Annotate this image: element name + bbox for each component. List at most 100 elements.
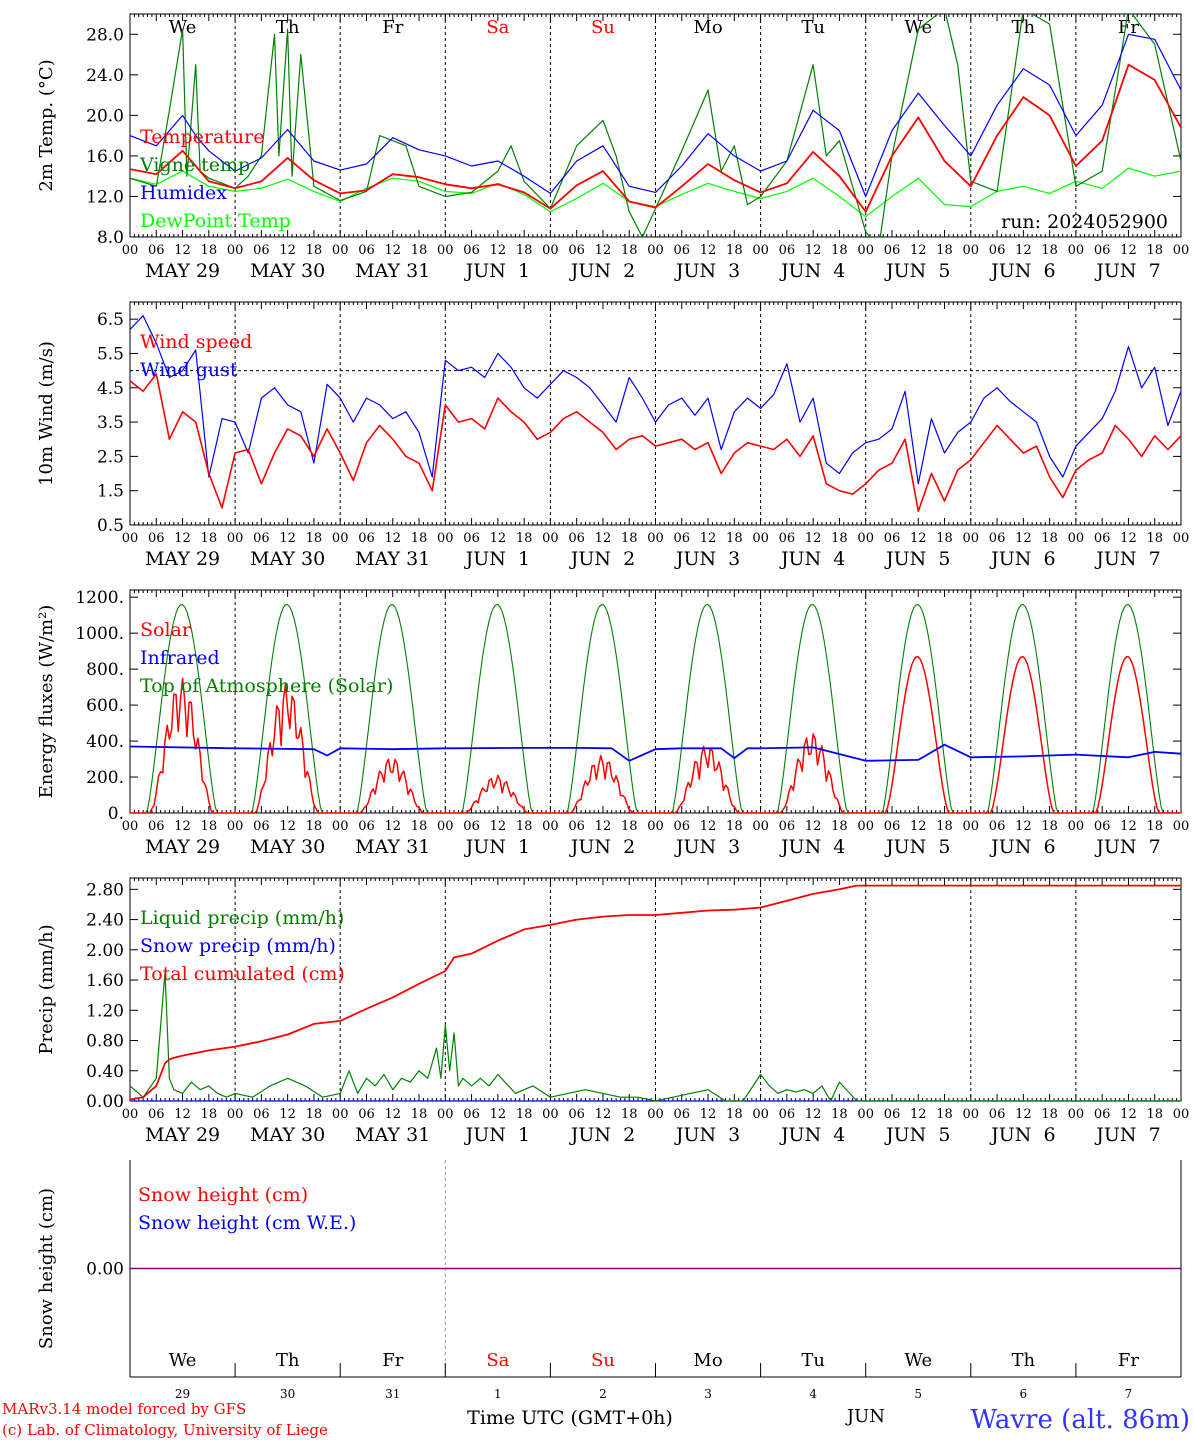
hour-tick-label: 18 bbox=[201, 819, 218, 834]
hour-tick-label: 06 bbox=[884, 1107, 901, 1122]
station-name: Wavre (alt. 86m) bbox=[970, 1405, 1190, 1435]
date-label: JUN 3 bbox=[674, 260, 740, 282]
y-tick-label: 800. bbox=[86, 660, 124, 680]
weekday-label: Sa bbox=[486, 1350, 509, 1371]
hour-tick-label: 18 bbox=[936, 1107, 953, 1122]
hour-tick-label: 12 bbox=[595, 243, 612, 258]
hour-tick-label: 12 bbox=[279, 1107, 296, 1122]
hour-tick-label: 06 bbox=[779, 243, 796, 258]
time-axis-label: Time UTC (GMT+0h) bbox=[467, 1407, 673, 1429]
hour-tick-label: 06 bbox=[1094, 1107, 1111, 1122]
hour-tick-label: 06 bbox=[358, 819, 375, 834]
hour-tick-label: 12 bbox=[1015, 819, 1032, 834]
hour-tick-label: 18 bbox=[936, 819, 953, 834]
hour-tick-label: 06 bbox=[674, 1107, 691, 1122]
date-label: JUN 7 bbox=[1094, 548, 1160, 570]
series-line bbox=[130, 63, 1181, 213]
hour-tick-label: 12 bbox=[595, 819, 612, 834]
hour-tick-label: 12 bbox=[700, 1107, 717, 1122]
y-tick-label: 3.5 bbox=[97, 413, 124, 433]
y-tick-label: 2.80 bbox=[86, 880, 124, 900]
model-credit: MARv3.14 model forced by GFS bbox=[2, 1400, 246, 1418]
legend-entry: DewPoint Temp bbox=[140, 210, 291, 232]
date-label: JUN 5 bbox=[884, 260, 950, 282]
legend-entry: Liquid precip (mm/h) bbox=[140, 907, 344, 929]
legend-entry: Solar bbox=[140, 619, 192, 641]
hour-tick-label: 18 bbox=[831, 1107, 848, 1122]
y-tick-label: 12.0 bbox=[86, 187, 124, 207]
hour-tick-label: 00 bbox=[1173, 819, 1190, 834]
date-label: JUN 4 bbox=[779, 836, 845, 858]
weekday-label: Su bbox=[591, 17, 615, 38]
date-label: JUN 7 bbox=[1094, 260, 1160, 282]
hour-tick-label: 12 bbox=[700, 819, 717, 834]
hour-tick-label: 12 bbox=[805, 819, 822, 834]
y-tick-label: 1000. bbox=[75, 624, 124, 644]
hour-tick-label: 12 bbox=[1015, 243, 1032, 258]
hour-tick-label: 00 bbox=[963, 531, 980, 546]
hour-tick-label: 00 bbox=[227, 243, 244, 258]
hour-tick-label: 00 bbox=[542, 1107, 559, 1122]
hour-tick-label: 06 bbox=[148, 1107, 165, 1122]
day-number: 31 bbox=[385, 1387, 400, 1401]
hour-tick-label: 12 bbox=[595, 531, 612, 546]
date-label: MAY 29 bbox=[145, 1124, 220, 1146]
date-label: JUN 5 bbox=[884, 836, 950, 858]
panel-1-series bbox=[130, 14, 1181, 237]
hour-tick-label: 18 bbox=[936, 243, 953, 258]
date-label: JUN 2 bbox=[569, 260, 635, 282]
hour-tick-label: 06 bbox=[358, 531, 375, 546]
hour-tick-label: 06 bbox=[989, 243, 1006, 258]
hour-tick-label: 06 bbox=[463, 819, 480, 834]
hour-tick-label: 00 bbox=[647, 819, 664, 834]
hour-tick-label: 00 bbox=[963, 243, 980, 258]
hour-tick-label: 18 bbox=[411, 819, 428, 834]
hour-tick-label: 18 bbox=[726, 1107, 743, 1122]
hour-tick-label: 12 bbox=[1015, 531, 1032, 546]
hour-tick-label: 00 bbox=[857, 531, 874, 546]
y-tick-label: 1.60 bbox=[86, 971, 124, 991]
hour-tick-label: 12 bbox=[805, 243, 822, 258]
weekday-label: Mo bbox=[693, 17, 722, 38]
hour-tick-label: 06 bbox=[884, 819, 901, 834]
legend-entry: Total cumulated (cm) bbox=[140, 963, 345, 985]
hour-tick-label: 06 bbox=[674, 819, 691, 834]
y-tick-label: 2.5 bbox=[97, 447, 124, 467]
hour-tick-label: 00 bbox=[227, 1107, 244, 1122]
day-number: 29 bbox=[175, 1387, 190, 1401]
weekday-label: We bbox=[169, 1350, 197, 1371]
hour-tick-label: 12 bbox=[279, 531, 296, 546]
date-label: JUN 1 bbox=[464, 836, 530, 858]
hour-tick-label: 18 bbox=[1146, 531, 1163, 546]
weekday-label: Fr bbox=[382, 1350, 403, 1371]
y-tick-label: 5.5 bbox=[97, 344, 124, 364]
legend-entry: Snow height (cm) bbox=[138, 1184, 308, 1206]
y-tick-label: 600. bbox=[86, 696, 124, 716]
y-tick-label: 28.0 bbox=[86, 25, 124, 45]
hour-tick-label: 12 bbox=[1120, 819, 1137, 834]
hour-tick-label: 18 bbox=[1041, 1107, 1058, 1122]
hour-tick-label: 18 bbox=[306, 1107, 323, 1122]
hour-tick-label: 00 bbox=[647, 531, 664, 546]
day-number: 4 bbox=[809, 1387, 817, 1401]
legend-entry: Wind gust bbox=[140, 359, 238, 381]
date-label: JUN 3 bbox=[674, 836, 740, 858]
hour-tick-label: 00 bbox=[542, 819, 559, 834]
hour-tick-label: 06 bbox=[674, 243, 691, 258]
hour-tick-label: 18 bbox=[201, 1107, 218, 1122]
hour-tick-label: 18 bbox=[516, 531, 533, 546]
hour-tick-label: 00 bbox=[122, 1107, 139, 1122]
series-line bbox=[129, 743, 1182, 762]
y-tick-label: 24.0 bbox=[86, 66, 124, 86]
hour-tick-label: 00 bbox=[857, 819, 874, 834]
y-tick-label: 0.00 bbox=[86, 1260, 124, 1280]
hour-tick-label: 18 bbox=[1041, 243, 1058, 258]
hour-tick-label: 00 bbox=[227, 819, 244, 834]
hour-tick-label: 12 bbox=[174, 819, 191, 834]
hour-tick-label: 06 bbox=[463, 531, 480, 546]
hour-tick-label: 00 bbox=[437, 819, 454, 834]
hour-tick-label: 00 bbox=[647, 243, 664, 258]
date-label: MAY 30 bbox=[250, 260, 325, 282]
legend-entry: Snow height (cm W.E.) bbox=[138, 1212, 356, 1234]
